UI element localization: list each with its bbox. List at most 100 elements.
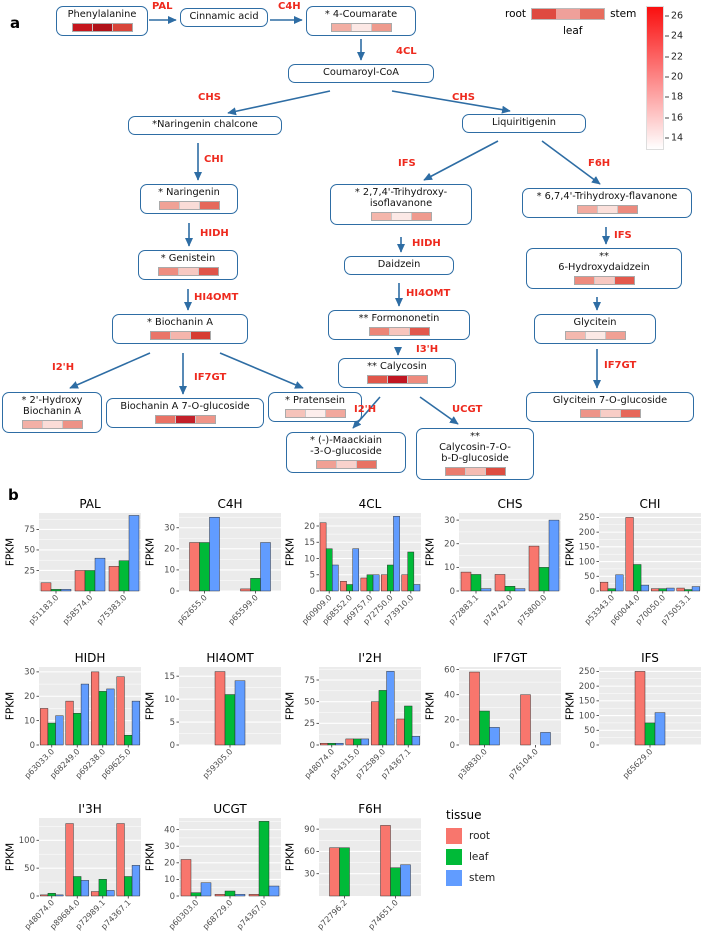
svg-text:20: 20 (304, 522, 315, 532)
svg-text:40: 40 (164, 825, 175, 835)
colorbar-tick-label: 14 (665, 133, 683, 144)
node-glycitein-7-o-glucoside: Glycitein 7-O-glucoside (526, 392, 694, 422)
heatmap-strip (158, 200, 220, 210)
svg-text:FPKM: FPKM (565, 538, 577, 566)
colorbar-tick-label: 18 (665, 92, 683, 103)
node-label: *Naringenin chalcone (152, 119, 258, 130)
svg-text:200: 200 (579, 528, 595, 538)
svg-text:FPKM: FPKM (285, 538, 297, 566)
svg-text:5: 5 (170, 718, 175, 728)
svg-text:p72883.1: p72883.1 (447, 593, 480, 626)
svg-text:20: 20 (164, 859, 175, 869)
svg-text:75: 75 (24, 525, 35, 535)
svg-text:50: 50 (584, 726, 595, 736)
svg-text:15: 15 (304, 538, 315, 548)
svg-text:FPKM: FPKM (425, 538, 437, 566)
chart-F6H: 30 60 90 p72796.2 p74651.0 F6H FPKM (284, 802, 424, 935)
svg-text:I'2H: I'2H (358, 651, 382, 665)
node-maackiain-3-o-glucoside: * (-)-Maackiain -3-O-glucoside (286, 432, 406, 473)
svg-text:p59305.0: p59305.0 (201, 747, 234, 780)
node-pratensein: * Pratensein (268, 392, 362, 422)
node-label: ** Calycosin (367, 361, 427, 372)
tissue-legend-item-root: root (446, 828, 556, 844)
svg-text:0: 0 (170, 587, 175, 597)
svg-text:15: 15 (164, 672, 175, 682)
svg-text:FPKM: FPKM (145, 538, 157, 566)
node-label: * Biochanin A (146, 317, 213, 328)
svg-text:0: 0 (590, 741, 595, 751)
svg-text:p74367.0: p74367.0 (235, 898, 268, 931)
svg-text:FPKM: FPKM (5, 843, 17, 871)
svg-text:CHI: CHI (640, 497, 661, 511)
svg-text:30: 30 (164, 524, 175, 534)
svg-text:0: 0 (310, 741, 315, 751)
svg-text:100: 100 (579, 711, 595, 721)
node-2-hydroxy-biochanin-a: * 2'-Hydroxy Biochanin A (2, 392, 102, 433)
svg-text:p38830.0: p38830.0 (456, 747, 489, 780)
node-6-hydroxydaidzein: ** 6-Hydroxydaidzein (526, 248, 682, 289)
svg-text:60: 60 (444, 665, 455, 675)
svg-text:C4H: C4H (217, 497, 242, 511)
heatmap-strip (370, 211, 432, 221)
svg-text:250: 250 (579, 667, 595, 677)
colorbar-tick-label: 22 (665, 51, 683, 62)
node-label: Daidzein (377, 259, 421, 270)
chart-PAL: 25 50 75 p51183.0 p58574.0 p75383.0 PAL FPKM (4, 497, 144, 630)
svg-text:30: 30 (444, 516, 455, 526)
svg-text:FPKM: FPKM (145, 843, 157, 871)
colorbar-tick-label: 26 (665, 11, 683, 22)
node-label: Glycitein 7-O-glucoside (552, 395, 668, 406)
heatmap-strip (154, 414, 216, 424)
svg-text:4CL: 4CL (359, 497, 382, 511)
svg-text:10: 10 (24, 716, 35, 726)
svg-text:90: 90 (304, 825, 315, 835)
svg-text:p74742.0: p74742.0 (481, 593, 514, 626)
svg-text:10: 10 (304, 554, 315, 564)
svg-text:p72796.2: p72796.2 (316, 898, 349, 931)
node-label: Glycitein (573, 317, 617, 328)
svg-text:5: 5 (310, 571, 315, 581)
enzyme-label-if7gt-mid: IF7GT (194, 372, 227, 383)
enzyme-label-i2h-left: I2'H (52, 362, 75, 373)
enzyme-label-chs-right: CHS (452, 92, 475, 103)
svg-text:IFS: IFS (641, 651, 659, 665)
enzyme-label-c4h: C4H (278, 1, 301, 12)
node-daidzein: Daidzein (344, 256, 454, 275)
enzyme-label-hidh-left: HIDH (200, 228, 229, 239)
svg-text:CHS: CHS (497, 497, 522, 511)
node-trihydroxy-isoflavanone: * 2,7,4'-Trihydroxy- isoflavanone (330, 184, 472, 225)
heatmap-strip (576, 204, 638, 214)
node-label: Cinnamic acid (189, 11, 259, 22)
panel-b-label: b (8, 486, 19, 504)
svg-text:250: 250 (579, 513, 595, 523)
enzyme-label-chs-left: CHS (198, 92, 221, 103)
enzyme-label-ifs-left: IFS (398, 158, 416, 169)
heatmap-strip (157, 266, 219, 276)
enzyme-label-i2h-mid: I2'H (354, 404, 377, 415)
svg-text:p58574.0: p58574.0 (61, 593, 94, 626)
enzyme-label-hi4omt-mid: HI4OMT (406, 288, 451, 299)
chart-row-1: 25 50 75 p51183.0 p58574.0 p75383.0 PAL FPKM 0 10… (4, 497, 704, 630)
tissue-label-leaf: leaf (469, 851, 489, 863)
tissue-legend-item-stem: stem (446, 870, 556, 886)
svg-text:50: 50 (584, 572, 595, 582)
heatmap-strip (21, 419, 83, 429)
tissue-label-root: root (469, 830, 491, 842)
svg-text:0: 0 (170, 892, 175, 902)
heatmap-strip (366, 374, 428, 384)
enzyme-label-f6h: F6H (588, 158, 611, 169)
heatmap-strip (368, 326, 430, 336)
chart-HI4OMT: 0 5 10 15 p59305.0 HI4OMT FPKM (144, 651, 284, 784)
node-label: ** Calycosin-7-O- b-D-glucoside (439, 431, 511, 464)
heatmap-strip (564, 330, 626, 340)
enzyme-label-pal: PAL (152, 1, 173, 12)
svg-text:50: 50 (304, 697, 315, 707)
chart-CHI: 0 50 100 150 200 250 p53343.0 p60044.0 p70050.0 p… (564, 497, 704, 630)
svg-text:10: 10 (164, 875, 175, 885)
svg-text:0: 0 (310, 587, 315, 597)
node-label: * 4-Coumarate (324, 9, 398, 20)
svg-text:40: 40 (444, 690, 455, 700)
heatmap-strip (573, 275, 635, 285)
node-coumaroyl-coa: Coumaroyl-CoA (288, 64, 434, 83)
